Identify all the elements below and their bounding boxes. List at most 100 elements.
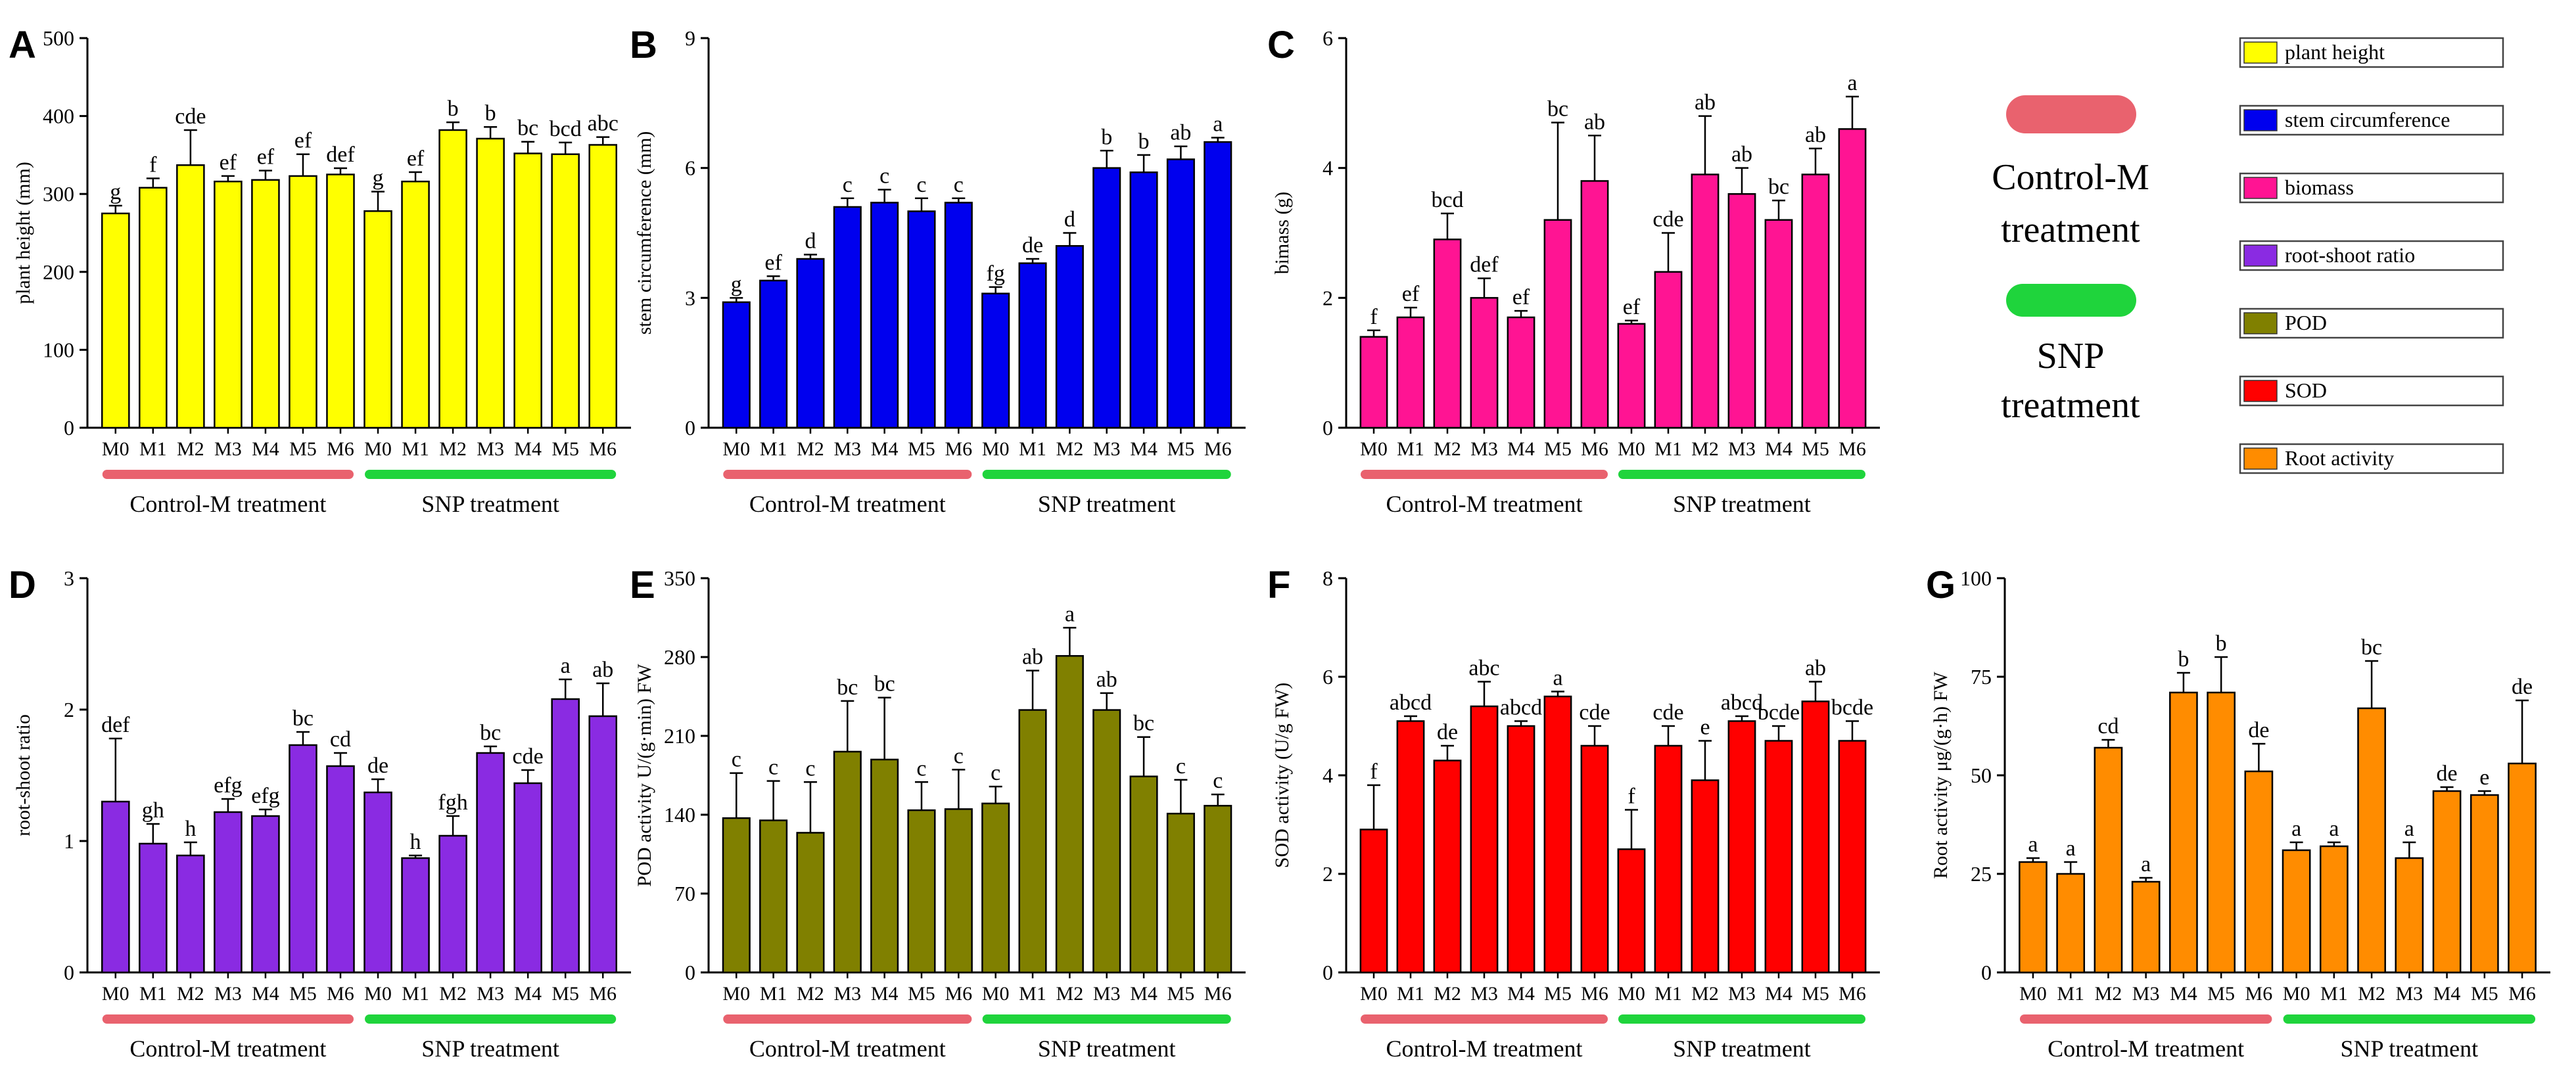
x-tick-label: M3 (1093, 983, 1121, 1005)
x-tick-label: M0 (102, 983, 129, 1005)
x-tick-label: M0 (722, 983, 750, 1005)
snp-group-bar (982, 470, 1231, 479)
bar (1129, 171, 1158, 429)
legend-box (2239, 104, 2504, 136)
legend-swatch (2243, 109, 2278, 131)
y-tick-label: 2 (1323, 286, 1333, 309)
bar (2320, 845, 2349, 974)
significance-letter: bcde (1831, 696, 1873, 720)
x-tick-label: M2 (439, 983, 467, 1005)
bar (1433, 239, 1462, 429)
x-tick-label: M5 (908, 983, 935, 1005)
bar (326, 173, 355, 429)
x-tick-label: M5 (289, 438, 317, 460)
significance-letter: efg (214, 773, 242, 798)
snp-group-label: SNP treatment (1673, 491, 1811, 517)
y-tick-label: 2 (64, 698, 74, 721)
panel-letter-d: D (9, 564, 36, 606)
x-tick-label: M2 (2095, 983, 2122, 1005)
snp-group-bar (1618, 470, 1865, 479)
significance-letter: bc (874, 672, 895, 696)
x-tick-label: M5 (908, 438, 935, 460)
significance-letter: fgh (438, 790, 467, 815)
bar (176, 854, 205, 974)
x-tick-label: M4 (514, 983, 542, 1005)
snp-group-label: SNP treatment (2341, 1035, 2479, 1062)
bar (176, 164, 205, 429)
significance-letter: a (2404, 817, 2414, 841)
legend-box (2239, 443, 2504, 474)
x-tick-label: M5 (289, 983, 317, 1005)
bar (1838, 128, 1867, 429)
bar (870, 202, 899, 429)
significance-letter: ef (1512, 285, 1530, 309)
legend-swatch (2243, 312, 2278, 334)
legend-swatch (2243, 244, 2278, 267)
x-tick-label: M2 (1056, 983, 1084, 1005)
snp-group-label: SNP treatment (1038, 1035, 1176, 1062)
x-tick-label: M4 (1765, 983, 1792, 1005)
legend-label: biomass (2285, 175, 2354, 199)
x-tick-label: M0 (2283, 983, 2310, 1005)
significance-letter: f (1370, 760, 1378, 784)
significance-letter: ab (1805, 656, 1826, 681)
legend-swatch (2243, 380, 2278, 402)
bar (1055, 245, 1084, 429)
bar (1543, 695, 1572, 974)
bar (1470, 297, 1499, 429)
control-group-bar (723, 470, 972, 479)
significance-letter: ef (764, 250, 782, 275)
snp-group-label: SNP treatment (1673, 1035, 1811, 1062)
x-tick-label: M5 (2471, 983, 2498, 1005)
x-tick-label: M4 (1765, 438, 1792, 460)
significance-letter: f (1370, 305, 1378, 329)
snp-group-label: SNP treatment (421, 1035, 559, 1062)
significance-letter: de (2512, 675, 2533, 699)
control-group-label: Control-M treatment (749, 491, 946, 517)
x-tick-label: M1 (402, 438, 429, 460)
legend-swatch (2243, 177, 2278, 199)
x-tick-label: M0 (102, 438, 129, 460)
x-tick-label: M1 (139, 438, 167, 460)
significance-letter: c (916, 756, 926, 781)
significance-letter: ab (1096, 668, 1117, 692)
y-tick-label: 0 (1323, 416, 1333, 440)
x-tick-label: M4 (514, 438, 542, 460)
significance-letter: h (410, 830, 421, 854)
bar (214, 811, 243, 974)
x-tick-label: M2 (439, 438, 467, 460)
significance-letter: h (185, 817, 196, 841)
legend-entry: POD (2239, 307, 2504, 339)
control-group-label: Control-M treatment (129, 1035, 326, 1062)
x-tick-label: M1 (1654, 438, 1682, 460)
y-tick-label: 0 (64, 961, 74, 984)
control-group-label: Control-M treatment (1386, 1035, 1583, 1062)
y-tick-label: 70 (674, 882, 695, 905)
control-group-bar (1361, 470, 1608, 479)
bar (722, 301, 751, 429)
x-tick-label: M3 (214, 983, 242, 1005)
y-tick-label: 400 (43, 104, 74, 128)
significance-letter: f (149, 152, 157, 177)
significance-letter: ab (1022, 645, 1043, 670)
bar (796, 258, 825, 429)
x-tick-label: M1 (760, 438, 787, 460)
bar (1507, 316, 1535, 429)
y-axis-label: SOD activity (U/g FW) (1271, 683, 1293, 868)
y-axis-label: root-shoot ratio (12, 714, 34, 836)
significance-letter: d (805, 229, 816, 253)
significance-letter: bc (1768, 175, 1789, 199)
x-tick-label: M4 (871, 438, 899, 460)
bar (1204, 141, 1232, 429)
y-tick-label: 0 (1981, 961, 1992, 984)
bar (870, 758, 899, 974)
legend-entry: SOD (2239, 375, 2504, 407)
significance-letter: cde (1579, 700, 1610, 725)
x-tick-label: M5 (2207, 983, 2235, 1005)
significance-letter: bc (517, 116, 538, 141)
legend-label: SOD (2285, 378, 2327, 402)
bar (1801, 173, 1830, 429)
x-tick-label: M0 (982, 983, 1010, 1005)
significance-letter: ef (220, 150, 237, 175)
